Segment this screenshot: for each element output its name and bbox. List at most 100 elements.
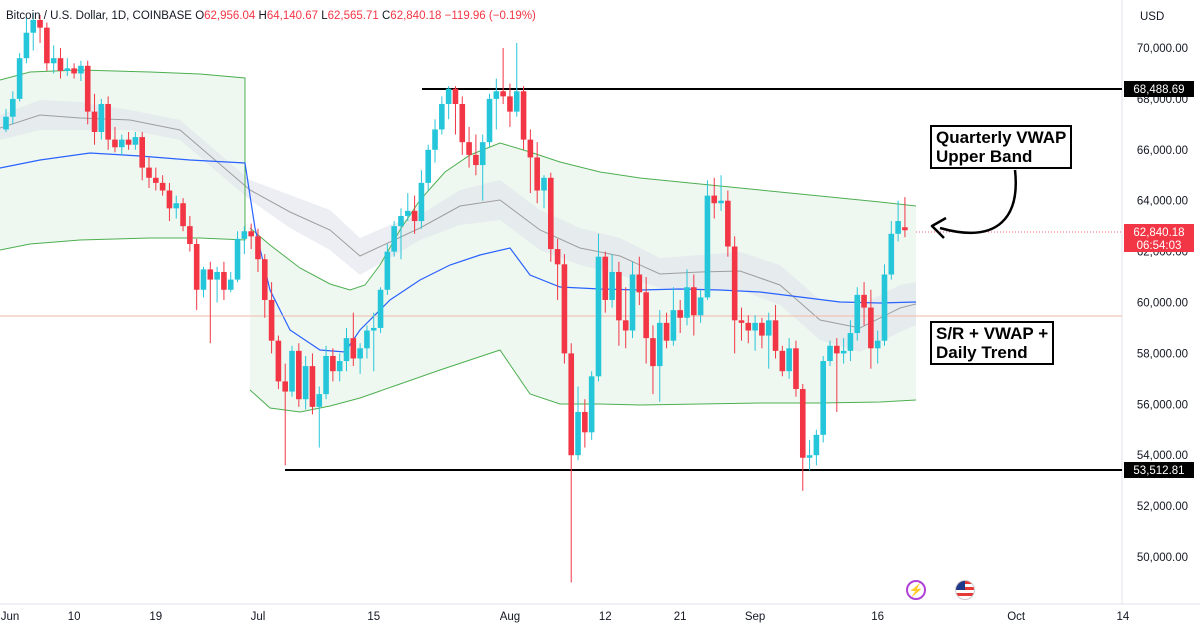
- curved-arrow: [939, 169, 1017, 234]
- x-tick-label: Aug: [500, 611, 520, 623]
- candle-up: [888, 233, 895, 275]
- price-axis[interactable]: [1122, 0, 1200, 604]
- y-tick-label: 66,000.00: [1137, 145, 1188, 157]
- candle-up: [432, 129, 438, 150]
- candle-down: [330, 355, 336, 372]
- candle-up: [854, 294, 861, 334]
- candles: [3, 12, 908, 583]
- candle-down: [745, 322, 752, 331]
- candle-down: [37, 20, 43, 28]
- candle-up: [820, 361, 826, 435]
- candle-down: [868, 307, 874, 349]
- candle-down: [459, 103, 466, 143]
- candle-down: [691, 287, 697, 316]
- candle-down: [146, 167, 152, 178]
- sr-annotation-line1: S/R + VWAP +: [936, 324, 1049, 343]
- candle-down: [500, 91, 506, 97]
- candle-up: [404, 210, 411, 216]
- candle-down: [793, 348, 799, 390]
- candle-up: [493, 91, 500, 99]
- candle-up: [588, 376, 595, 433]
- candle-up: [398, 215, 404, 227]
- candle-up: [370, 327, 377, 331]
- support-price-label: 53,512.81: [1133, 465, 1184, 477]
- candle-up: [827, 345, 833, 362]
- candle-down: [534, 157, 540, 191]
- candle-up: [302, 366, 309, 400]
- candle-down: [473, 154, 479, 166]
- sr-annotation[interactable]: S/R + VWAP + Daily Trend: [930, 321, 1055, 365]
- us-flag-canton-icon: [956, 581, 965, 590]
- candle-down: [91, 111, 98, 132]
- candle-up: [541, 177, 547, 191]
- candle-up: [241, 231, 248, 239]
- candle-down: [759, 322, 765, 336]
- close-value: 62,840.18: [390, 10, 442, 22]
- candle-down: [548, 177, 554, 250]
- x-axis-ticks: Jun 10 19 Jul 15 Aug 12 21 Sep 16 Oct 14: [1, 611, 1130, 623]
- candle-up: [173, 203, 180, 209]
- candle-down: [622, 320, 629, 331]
- candle-up: [513, 91, 520, 112]
- y-axis-ticks: 50,000.00 52,000.00 54,000.00 56,000.00 58,0…: [1137, 43, 1188, 564]
- candle-down: [466, 142, 472, 155]
- us-flag-icon[interactable]: [955, 580, 975, 600]
- candle-up: [595, 256, 602, 377]
- upper-band-annotation[interactable]: Quarterly VWAP Upper Band: [930, 125, 1073, 169]
- candle-up: [486, 98, 493, 143]
- candle-up: [670, 310, 677, 341]
- candle-up: [343, 338, 350, 362]
- vwap-line: [0, 152, 917, 353]
- candle-up: [847, 333, 854, 351]
- resistance-price-tag: [1124, 81, 1194, 97]
- candle-down: [452, 88, 459, 104]
- candle-down: [207, 269, 214, 280]
- candle-up: [874, 340, 881, 349]
- candle-down: [779, 350, 786, 372]
- lightning-icon[interactable]: ⚡: [906, 580, 926, 600]
- y-tick-label: 54,000.00: [1137, 450, 1188, 462]
- candle-up: [765, 320, 772, 336]
- candle-down: [193, 243, 200, 290]
- candle-down: [248, 231, 254, 237]
- x-tick-label: 10: [68, 611, 81, 623]
- candle-down: [643, 292, 649, 339]
- candle-down: [125, 139, 132, 145]
- candle-down: [520, 91, 527, 140]
- open-value: 62,956.04: [204, 10, 256, 22]
- x-tick-label: 14: [1116, 611, 1129, 623]
- x-tick-label: 15: [367, 611, 380, 623]
- candle-down: [527, 139, 534, 158]
- high-label: H: [258, 10, 267, 22]
- candle-down: [71, 68, 77, 74]
- sr-annotation-line2: Daily Trend: [936, 343, 1028, 362]
- resistance-price-label: 68,488.69: [1133, 84, 1184, 96]
- candle-down: [296, 350, 302, 400]
- upper-band-annotation-line1: Quarterly VWAP: [936, 128, 1067, 147]
- y-tick-label: 52,000.00: [1137, 501, 1188, 513]
- candle-down: [616, 271, 622, 321]
- last-price-label: 62,840.18: [1133, 227, 1184, 239]
- last-price-tag: [1124, 224, 1194, 252]
- candle-up: [357, 348, 363, 359]
- arrow-head-icon: [930, 216, 947, 239]
- symbol-legend[interactable]: Bitcoin / U.S. Dollar, 1D, COINBASE O62,…: [6, 10, 536, 22]
- candle-up: [391, 226, 397, 252]
- candle-up: [132, 137, 139, 145]
- candle-up: [98, 103, 105, 132]
- candle-down: [731, 246, 738, 321]
- change-value: −119.96 (−0.19%): [444, 10, 536, 22]
- currency-label: USD: [1140, 11, 1164, 23]
- candle-up: [50, 58, 57, 64]
- x-tick-label: 21: [674, 611, 687, 623]
- candle-up: [575, 411, 581, 456]
- candle-up: [718, 200, 724, 204]
- candle-down: [275, 340, 282, 382]
- vwap-band-fill-q3: [250, 143, 916, 412]
- candle-up: [479, 142, 486, 166]
- candle-up: [418, 182, 425, 222]
- candle-up: [629, 274, 636, 331]
- vwap-upper-band: [249, 142, 917, 291]
- candle-up: [609, 271, 615, 300]
